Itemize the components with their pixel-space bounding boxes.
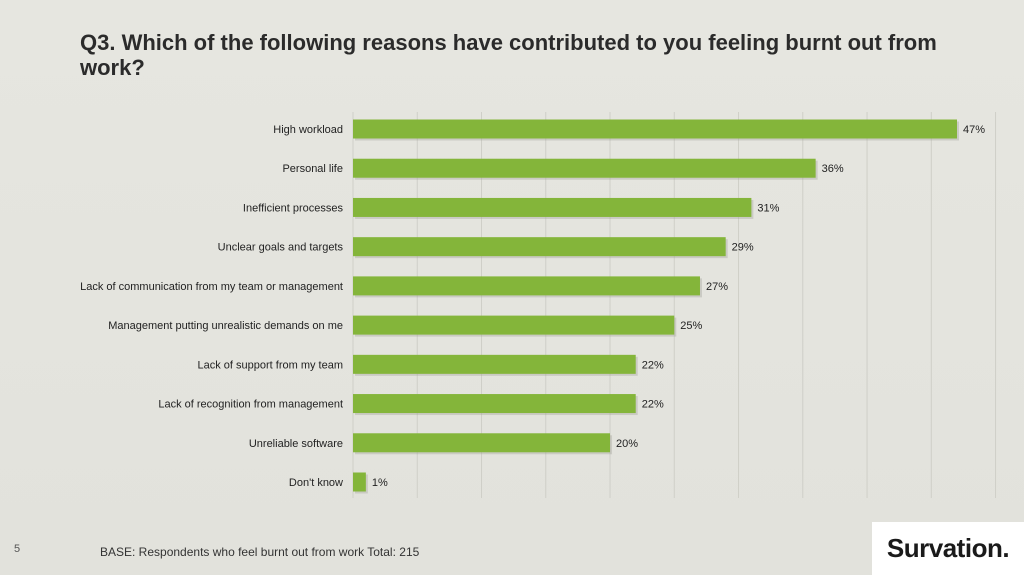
bar — [353, 394, 636, 414]
bar — [353, 433, 611, 453]
value-label: 1% — [372, 477, 388, 489]
category-label: Don't know — [289, 477, 343, 489]
logo-text: Survation. — [886, 533, 1010, 563]
value-label: 22% — [642, 399, 664, 411]
value-label: 47% — [963, 124, 985, 136]
category-label: Unclear goals and targets — [218, 242, 344, 254]
category-label: Lack of communication from my team or ma… — [80, 281, 343, 293]
page-number: 5 — [14, 543, 21, 555]
bar — [353, 119, 957, 139]
category-label: High workload — [273, 124, 343, 136]
bar — [353, 472, 366, 492]
chart-bars — [353, 119, 959, 494]
bar — [353, 158, 816, 178]
category-label: Management putting unrealistic demands o… — [108, 320, 343, 332]
value-label: 25% — [680, 320, 702, 332]
category-label: Personal life — [282, 163, 343, 175]
value-label: 36% — [822, 163, 844, 175]
survation-logo: Survation. — [872, 522, 1024, 575]
page-title: Q3. Which of the following reasons have … — [80, 30, 937, 80]
value-label: 22% — [642, 359, 664, 371]
bar — [353, 276, 700, 296]
value-label: 27% — [706, 281, 728, 293]
category-label: Lack of recognition from management — [158, 399, 343, 411]
category-label: Inefficient processes — [243, 202, 344, 214]
value-label: 31% — [757, 202, 779, 214]
value-label: 20% — [616, 438, 638, 450]
bar — [353, 197, 752, 217]
chart-labels: High workload 47% Personal life 36% Ineffici… — [80, 124, 985, 489]
value-label: 29% — [732, 242, 754, 254]
category-label: Unreliable software — [249, 438, 343, 450]
bar — [353, 237, 726, 257]
base-note: BASE: Respondents who feel burnt out fro… — [100, 545, 420, 559]
bar — [353, 354, 636, 374]
category-label: Lack of support from my team — [198, 359, 344, 371]
bar — [353, 315, 675, 335]
